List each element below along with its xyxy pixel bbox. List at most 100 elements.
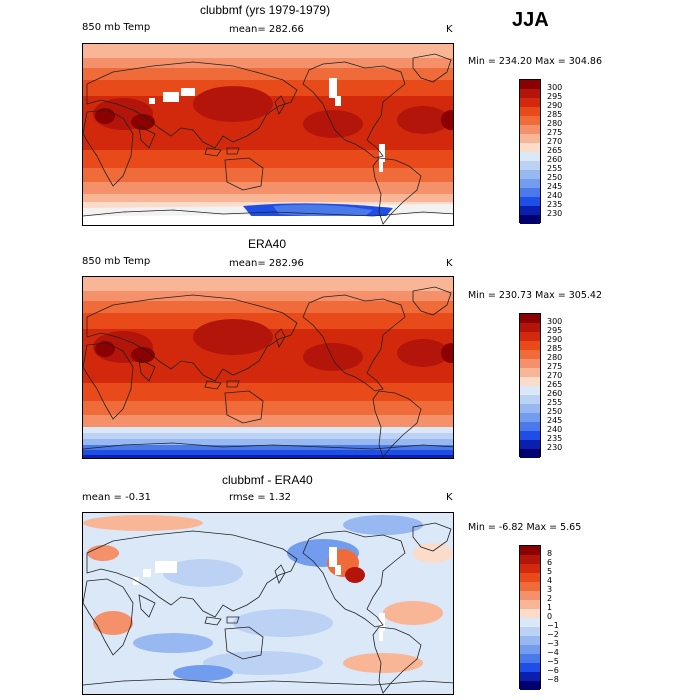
colorbar-tick-label: −5	[547, 657, 559, 666]
colorbar-segment	[520, 359, 540, 368]
coastline	[226, 380, 240, 388]
coastline	[86, 530, 298, 618]
coastline	[83, 678, 453, 686]
coastline	[83, 442, 453, 450]
colorbar-segment	[520, 197, 540, 206]
panel2-title: ERA40	[248, 237, 287, 251]
colorbar-segment	[520, 215, 540, 224]
field-blob	[163, 559, 243, 587]
colorbar-tick-label: −8	[547, 675, 559, 684]
panel3-min-max: Min = -6.82 Max = 5.65	[468, 522, 582, 533]
colorbar-tick-label: 300	[547, 83, 563, 92]
colorbar-tick-label: 0	[547, 612, 553, 621]
colorbar-tick-label: 260	[547, 389, 563, 398]
field-blob	[95, 108, 115, 124]
colorbar-tick-label: 245	[547, 416, 563, 425]
missing-data	[379, 613, 385, 631]
colorbar-segment	[520, 134, 540, 143]
field-blob	[345, 567, 365, 583]
missing-data	[329, 78, 337, 98]
colorbar-segment	[520, 440, 540, 449]
colorbar-segment	[520, 663, 540, 672]
panel2-map	[82, 276, 454, 459]
colorbar-segment	[520, 323, 540, 332]
panel1-title: clubbmf (yrs 1979-1979)	[200, 3, 331, 17]
coastline	[302, 530, 406, 628]
colorbar-tick-label: 265	[547, 380, 563, 389]
field-band	[83, 277, 453, 291]
colorbar-segment	[520, 404, 540, 413]
field-band	[83, 44, 453, 58]
missing-data	[155, 561, 177, 573]
field-band	[83, 445, 453, 450]
colorbar-tick-label: 250	[547, 173, 563, 182]
colorbar-tick-label: 295	[547, 326, 563, 335]
field-band	[83, 58, 453, 68]
field-band	[83, 194, 453, 202]
colorbar-tick-label: 290	[547, 101, 563, 110]
colorbar-tick-label: 275	[547, 128, 563, 137]
coastline	[86, 294, 298, 382]
colorbar-tick-label: 240	[547, 191, 563, 200]
colorbar-segment	[520, 627, 540, 636]
colorbar-segment	[520, 681, 540, 690]
colorbar-tick-label: 270	[547, 371, 563, 380]
panel2-min-max: Min = 230.73 Max = 305.42	[468, 290, 602, 301]
colorbar-tick-label: 235	[547, 434, 563, 443]
missing-data	[379, 144, 385, 162]
colorbar-segment	[520, 573, 540, 582]
colorbar-segment	[520, 368, 540, 377]
field-band	[83, 80, 453, 96]
field-blob	[343, 515, 423, 535]
colorbar-tick-label: 235	[547, 200, 563, 209]
coastline	[138, 358, 156, 382]
colorbar-segment	[520, 645, 540, 654]
field-band	[83, 182, 453, 194]
panel1-unit: K	[446, 24, 453, 35]
colorbar-segment	[520, 654, 540, 663]
missing-data	[335, 565, 341, 575]
colorbar-tick-label: 285	[547, 344, 563, 353]
field-band	[83, 455, 453, 458]
field-band	[83, 401, 453, 415]
colorbar-segment	[520, 116, 540, 125]
colorbar-segment	[520, 609, 540, 618]
colorbar-segment	[520, 107, 540, 116]
field-band	[83, 433, 453, 439]
colorbar-segment	[520, 152, 540, 161]
colorbar-segment	[520, 431, 540, 440]
colorbar-segment	[520, 564, 540, 573]
colorbar-tick-label: 8	[547, 549, 553, 558]
coastline	[83, 209, 453, 217]
colorbar-segment	[520, 449, 540, 458]
coastline	[274, 328, 286, 348]
colorbar-segment	[520, 98, 540, 107]
coastline	[372, 390, 422, 458]
colorbar-tick-label: −6	[547, 666, 559, 675]
field-band	[83, 301, 453, 313]
colorbar-tick-label: 240	[547, 425, 563, 434]
colorbar-segment	[520, 80, 540, 89]
coastline	[412, 53, 452, 83]
coastline	[138, 594, 156, 618]
field-band	[83, 427, 453, 433]
coastline	[86, 61, 298, 149]
colorbar-segment	[520, 636, 540, 645]
colorbar-segment	[520, 170, 540, 179]
coastline	[412, 286, 452, 316]
colorbar-tick-label: 1	[547, 603, 553, 612]
field-band	[83, 168, 453, 182]
colorbar-segment	[520, 206, 540, 215]
panel3-center-label: rmse = 1.32	[229, 492, 292, 503]
field-blob	[131, 347, 155, 363]
field-band	[83, 383, 453, 401]
field-blob	[233, 609, 333, 637]
colorbar-tick-label: 4	[547, 576, 553, 585]
coastline	[204, 616, 222, 626]
colorbar-segment	[520, 582, 540, 591]
field-blob	[173, 665, 233, 681]
colorbar-segment	[520, 546, 540, 555]
colorbar-tick-label: 265	[547, 146, 563, 155]
colorbar-segment	[520, 89, 540, 98]
panel1-min-max: Min = 234.20 Max = 304.86	[468, 56, 602, 67]
